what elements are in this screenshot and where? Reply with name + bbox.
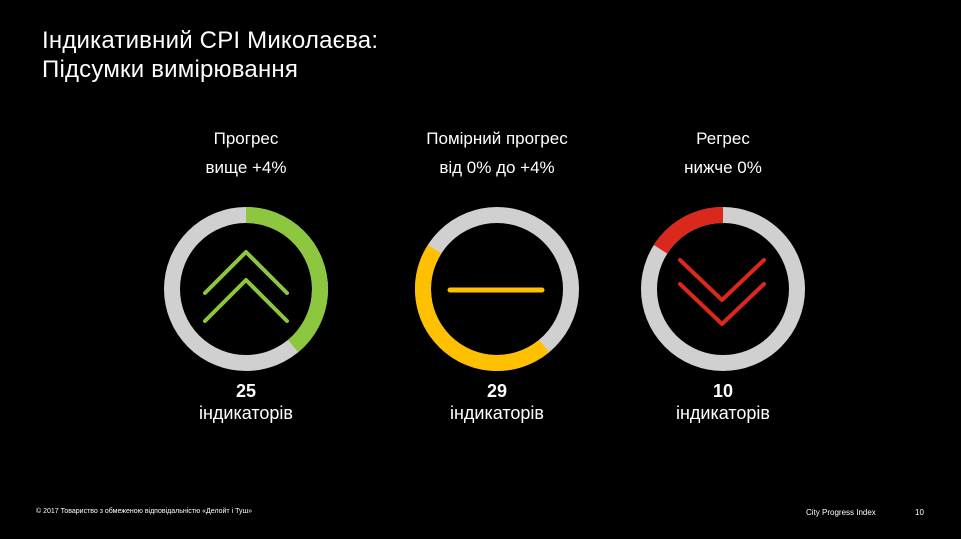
regress-donut <box>641 207 805 371</box>
page-title: Індикативний CPI Миколаєва: Підсумки вим… <box>42 26 378 84</box>
regress-group: Регрес нижче 0% 10 індикаторів <box>603 124 843 424</box>
moderate-progress-group: Помірний прогрес від 0% до +4% 29 індика… <box>377 124 617 424</box>
indicator-count: 29 <box>486 381 508 401</box>
donut-segment-moderate <box>415 207 579 371</box>
copyright-notice: © 2017 Товариство з обмеженою відповідал… <box>36 508 252 515</box>
progress-group: Прогрес вище +4% 25 індикаторів <box>126 124 366 424</box>
indicator-unit: індикаторів <box>675 403 770 423</box>
group-heading: Прогрес вище +4% <box>126 124 366 182</box>
group-label: Регрес <box>696 129 750 148</box>
progress-donut <box>164 207 328 371</box>
indicator-unit: індикаторів <box>449 403 544 423</box>
double-chevron-down-icon <box>678 258 766 326</box>
group-range: від 0% до +4% <box>439 158 555 177</box>
group-label: Прогрес <box>213 129 279 148</box>
group-range: вище +4% <box>205 158 287 177</box>
page-title-line2: Підсумки вимірювання <box>42 56 299 83</box>
indicator-count: 10 <box>712 381 734 401</box>
moderate-progress-donut <box>415 207 579 371</box>
group-heading: Помірний прогрес від 0% до +4% <box>377 124 617 182</box>
group-range: нижче 0% <box>684 158 762 177</box>
group-heading: Регрес нижче 0% <box>603 124 843 182</box>
donut-segment-regress <box>641 207 805 371</box>
double-chevron-up-icon <box>203 250 289 323</box>
group-label: Помірний прогрес <box>426 129 568 148</box>
page-number: 10 <box>915 508 924 517</box>
brand-label: City Progress Index <box>806 508 876 517</box>
page-title-line1: Індикативний CPI Миколаєва: <box>42 27 379 54</box>
indicator-unit: індикаторів <box>198 403 293 423</box>
donut-segment-progress <box>164 207 328 371</box>
indicator-count: 25 <box>235 381 257 401</box>
